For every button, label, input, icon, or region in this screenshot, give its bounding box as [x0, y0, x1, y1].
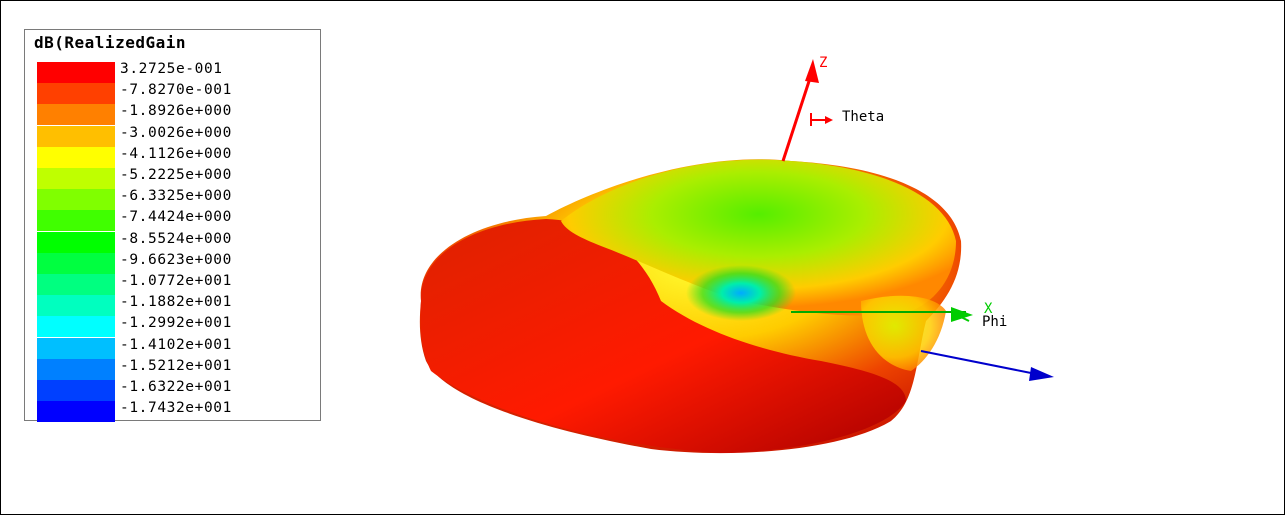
- color-legend: dB(RealizedGain 3.2725e-001 -7.8270e-001 -…: [24, 29, 321, 423]
- legend-tick-label: -1.1882e+001: [120, 294, 232, 311]
- legend-swatch: [37, 252, 115, 274]
- legend-tick-label: -1.2992e+001: [120, 315, 232, 332]
- legend-tick-label: -6.3325e+000: [120, 188, 232, 205]
- x-axis-label: X: [984, 301, 993, 317]
- legend-tick-label: -8.5524e+000: [120, 230, 232, 247]
- legend-swatch: [37, 316, 115, 338]
- pattern-upper-lobe: [561, 159, 956, 316]
- legend-tick-label: -1.4102e+001: [120, 336, 232, 353]
- legend-title: dB(RealizedGain: [34, 33, 186, 52]
- legend-swatch: [37, 168, 115, 189]
- x-axis-arrowhead: [951, 307, 973, 322]
- z-axis: [781, 68, 815, 162]
- legend-swatch: [37, 210, 115, 232]
- legend-tick-label: -9.6623e+000: [120, 251, 232, 268]
- theta-arrowhead: [825, 116, 833, 124]
- legend-swatch: [37, 401, 115, 423]
- legend-tick-label: 3.2725e-001: [120, 61, 223, 77]
- legend-swatch: [37, 295, 115, 317]
- phi-label: Phi: [982, 314, 1007, 330]
- pattern-null: [686, 265, 796, 321]
- legend-tick-label: -1.0772e+001: [120, 273, 232, 289]
- legend-swatch: [37, 337, 115, 359]
- legend-tick-label: -7.4424e+000: [120, 209, 232, 226]
- legend-swatch: [37, 189, 115, 211]
- legend-tick-label: -4.1126e+000: [120, 145, 232, 162]
- legend-swatch: [37, 62, 115, 83]
- phi-indicator: [958, 315, 970, 322]
- legend-tick-label: -5.2225e+000: [120, 167, 232, 183]
- legend-tick-label: -1.7432e+001: [120, 400, 232, 417]
- z-axis-label: Z: [819, 55, 827, 71]
- legend-swatch: [37, 146, 115, 168]
- y-axis: [920, 350, 1037, 375]
- z-axis-arrowhead: [805, 59, 819, 83]
- legend-swatch: [37, 274, 115, 295]
- legend-swatch: [37, 104, 115, 126]
- legend-tick-label: -7.8270e-001: [120, 82, 232, 99]
- legend-tick-label: -1.5212e+001: [120, 357, 232, 374]
- legend-swatch: [37, 231, 115, 253]
- legend-swatch: [37, 83, 115, 105]
- legend-swatch: [37, 358, 115, 380]
- legend-swatch: [37, 125, 115, 147]
- legend-tick-label: -1.8926e+000: [120, 103, 232, 120]
- legend-tick-label: -1.6322e+001: [120, 379, 232, 395]
- y-axis-arrowhead: [1029, 367, 1054, 381]
- theta-label: Theta: [842, 109, 884, 125]
- legend-tick-label: -3.0026e+000: [120, 124, 232, 141]
- legend-swatch: [37, 380, 115, 401]
- pattern-front-lobe: [420, 219, 906, 453]
